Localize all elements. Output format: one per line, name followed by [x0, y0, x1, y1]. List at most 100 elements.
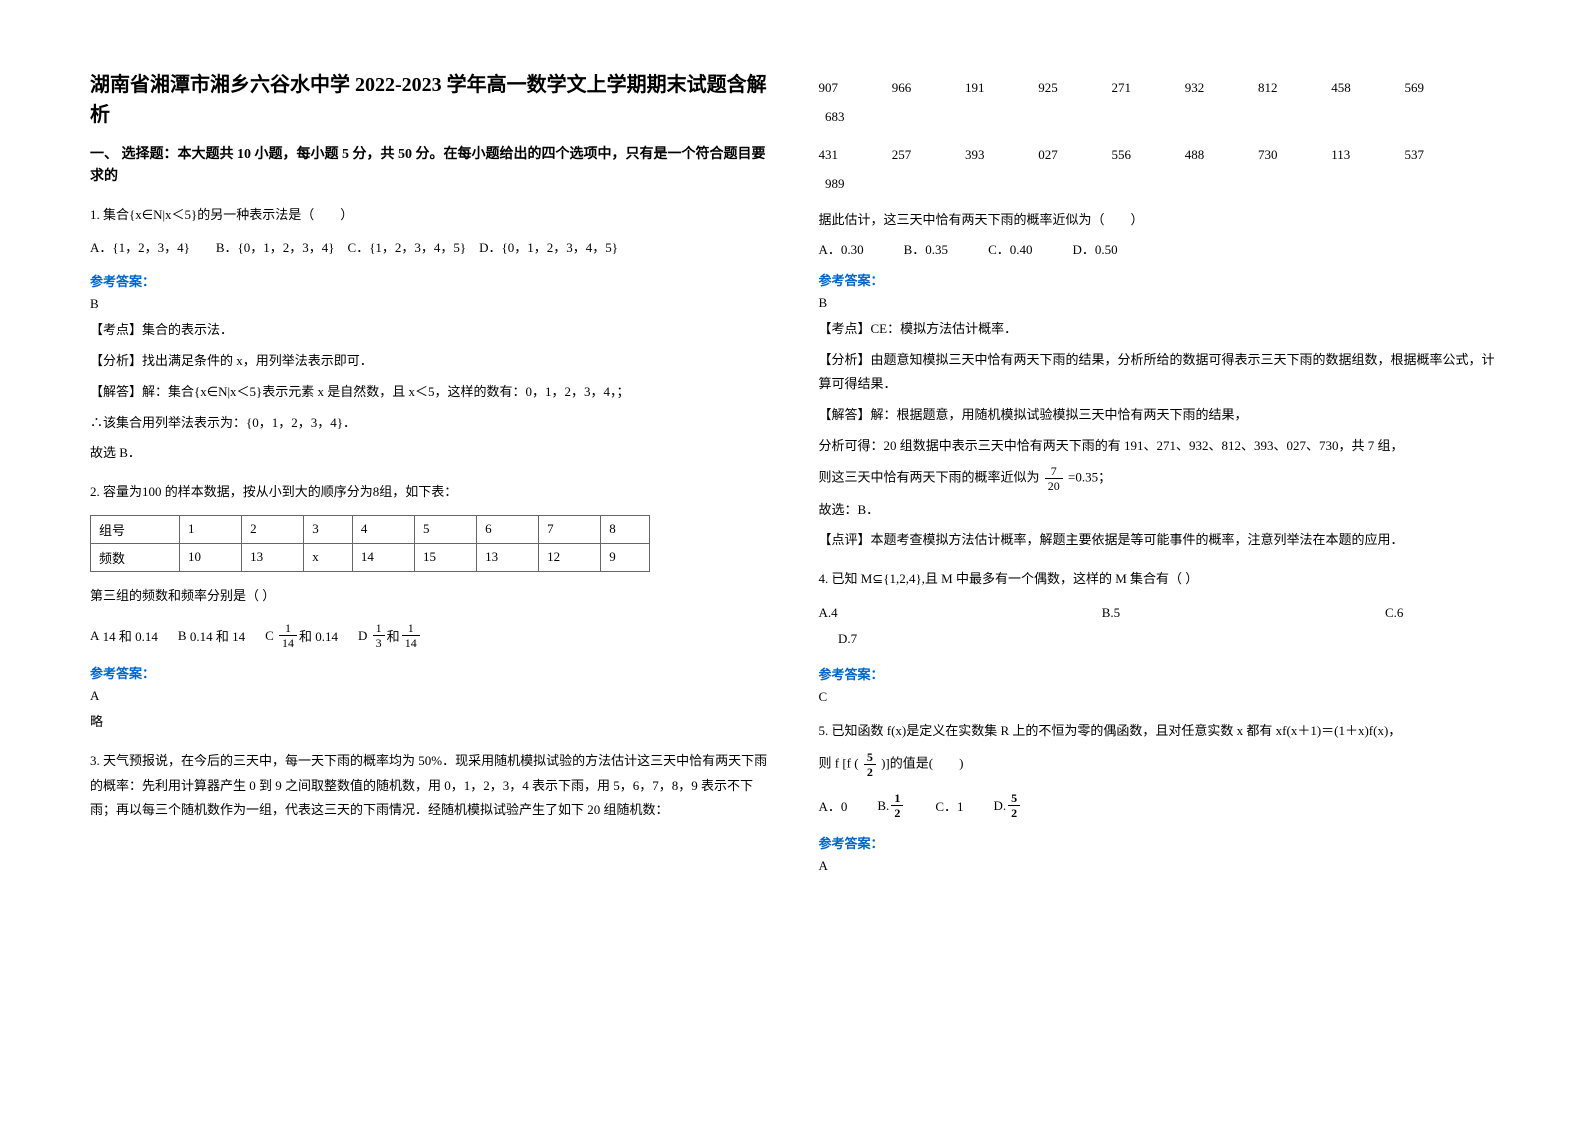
num: 537 — [1405, 141, 1475, 170]
q1-answer: B — [90, 296, 769, 312]
answer-label: 参考答案： — [90, 271, 769, 290]
numerator: 5 — [864, 751, 876, 765]
cell: 7 — [539, 515, 601, 543]
text: )]的值是( ) — [881, 756, 963, 771]
num: 925 — [1038, 74, 1108, 103]
text: 则这三天中恰有两天下雨的概率近似为 — [819, 469, 1040, 484]
numerator: 5 — [1008, 792, 1020, 806]
q3-sub: 据此估计，这三天中恰有两天下雨的概率近似为（ ） — [819, 208, 1498, 233]
num: 488 — [1185, 141, 1255, 170]
num: 027 — [1038, 141, 1108, 170]
q3-answer: B — [819, 295, 1498, 311]
q3-solve-2: 分析可得：20 组数据中表示三天中恰有两天下雨的有 191、271、932、81… — [819, 434, 1498, 459]
cell: 1 — [180, 515, 242, 543]
q2-opt-d: D 1 3 和 1 14 — [358, 622, 422, 649]
cell: x — [304, 543, 353, 571]
num: 730 — [1258, 141, 1328, 170]
opt-prefix: B. — [877, 798, 889, 814]
q2-opt-a: A 14 和 0.14 — [90, 626, 158, 645]
q3-solve-3: 则这三天中恰有两天下雨的概率近似为 7 20 =0.35； — [819, 465, 1498, 492]
q5-opt-c: C．1 — [935, 796, 963, 815]
q2-opt-b: B 0.14 和 14 — [178, 626, 245, 645]
q4-opt-a: A.4 — [819, 600, 1099, 626]
q5-options: A．0 B. 1 2 C．1 D. 5 2 — [819, 792, 1498, 819]
num: 966 — [892, 74, 962, 103]
q4-answer: C — [819, 689, 1498, 705]
num: 393 — [965, 141, 1035, 170]
numerator: 1 — [891, 792, 903, 806]
q1-analysis: 【分析】找出满足条件的 x，用列举法表示即可． — [90, 349, 769, 374]
text: =0.35； — [1068, 469, 1111, 484]
num: 907 — [819, 74, 889, 103]
q3-options: A．0.30 B．0.35 C．0.40 D．0.50 — [819, 239, 1498, 258]
cell: 13 — [477, 543, 539, 571]
cell: 组号 — [91, 515, 180, 543]
q1-stem: 1. 集合{x∈N|x＜5}的另一种表示法是（ ） — [90, 203, 769, 228]
num: 812 — [1258, 74, 1328, 103]
q3-numbers-1: 907 966 191 925 271 932 812 458 569 683 — [819, 74, 1498, 131]
cell: 14 — [352, 543, 414, 571]
q1-point: 【考点】集合的表示法． — [90, 318, 769, 343]
denominator: 20 — [1045, 479, 1063, 492]
fraction: 5 2 — [1008, 792, 1020, 819]
cell: 9 — [601, 543, 650, 571]
opt-prefix: D — [358, 628, 367, 644]
q3-analysis: 【分析】由题意知模拟三天中恰有两天下雨的结果，分析所给的数据可得表示三天下雨的数… — [819, 348, 1498, 397]
q5-opt-a: A．0 — [819, 796, 848, 815]
q3-solve-1: 【解答】解：根据题意，用随机模拟试验模拟三天中恰有两天下雨的结果， — [819, 403, 1498, 428]
cell: 4 — [352, 515, 414, 543]
q4-opt-b: B.5 — [1102, 600, 1382, 626]
opt-prefix: D. — [993, 798, 1006, 814]
opt-text: 0.14 和 14 — [190, 626, 245, 645]
answer-label: 参考答案： — [819, 833, 1498, 852]
numerator: 1 — [373, 622, 385, 636]
num: 458 — [1331, 74, 1401, 103]
opt-text: 和 0.14 — [299, 626, 338, 645]
denominator: 2 — [891, 806, 903, 819]
q2-table: 组号 1 2 3 4 5 6 7 8 频数 10 13 x 14 15 13 1… — [90, 515, 650, 572]
cell: 5 — [414, 515, 476, 543]
q2-opt-c: C 1 14 和 0.14 — [265, 622, 338, 649]
q3-opt-d: D．0.50 — [1072, 239, 1117, 258]
num: 932 — [1185, 74, 1255, 103]
fraction: 1 3 — [373, 622, 385, 649]
table-row: 组号 1 2 3 4 5 6 7 8 — [91, 515, 650, 543]
fraction: 1 14 — [279, 622, 297, 649]
cell: 12 — [539, 543, 601, 571]
q5-answer: A — [819, 858, 1498, 874]
denominator: 14 — [279, 636, 297, 649]
opt-prefix: B — [178, 628, 187, 644]
q3-comment: 【点评】本题考查模拟方法估计概率，解题主要依据是等可能事件的概率，注意列举法在本… — [819, 528, 1498, 553]
q2-brief: 略 — [90, 710, 769, 735]
q4-opt-c: C.6 — [1385, 605, 1403, 620]
q5-opt-d: D. 5 2 — [993, 792, 1022, 819]
denominator: 2 — [1008, 806, 1020, 819]
q2-sub: 第三组的频数和频率分别是（ ） — [90, 584, 769, 609]
answer-label: 参考答案： — [819, 270, 1498, 289]
q2-answer: A — [90, 688, 769, 704]
cell: 3 — [304, 515, 353, 543]
num: 257 — [892, 141, 962, 170]
page-title: 湖南省湘潭市湘乡六谷水中学 2022-2023 学年高一数学文上学期期末试题含解… — [90, 70, 769, 130]
q2-options: A 14 和 0.14 B 0.14 和 14 C 1 14 和 0.14 D … — [90, 622, 769, 649]
answer-label: 参考答案： — [90, 663, 769, 682]
cell: 2 — [242, 515, 304, 543]
fraction: 1 2 — [891, 792, 903, 819]
fraction: 7 20 — [1045, 465, 1063, 492]
q1-solve-1: 【解答】解：集合{x∈N|x＜5}表示元素 x 是自然数，且 x＜5，这样的数有… — [90, 380, 769, 405]
num: 271 — [1112, 74, 1182, 103]
q4-stem: 4. 已知 M⊆{1,2,4},且 M 中最多有一个偶数，这样的 M 集合有（ … — [819, 567, 1498, 592]
q1-options: A．{1，2，3，4} B．{0，1，2，3，4} C．{1，2，3，4，5} … — [90, 235, 769, 261]
section-heading: 一、 选择题：本大题共 10 小题，每小题 5 分，共 50 分。在每小题给出的… — [90, 144, 769, 189]
q3-numbers-2: 431 257 393 027 556 488 730 113 537 989 — [819, 141, 1498, 198]
cell: 13 — [242, 543, 304, 571]
q5-opt-b: B. 1 2 — [877, 792, 905, 819]
table-row: 频数 10 13 x 14 15 13 12 9 — [91, 543, 650, 571]
denominator: 14 — [402, 636, 420, 649]
q2-stem: 2. 容量为100 的样本数据，按从小到大的顺序分为8组，如下表： — [90, 480, 769, 505]
numerator: 1 — [279, 622, 297, 636]
q3-stem: 3. 天气预报说，在今后的三天中，每一天下雨的概率均为 50%．现采用随机模拟试… — [90, 749, 769, 823]
fraction: 1 14 — [402, 622, 420, 649]
num: 113 — [1331, 141, 1401, 170]
q1-solve-2: ∴该集合用列举法表示为：{0，1，2，3，4}． — [90, 411, 769, 436]
